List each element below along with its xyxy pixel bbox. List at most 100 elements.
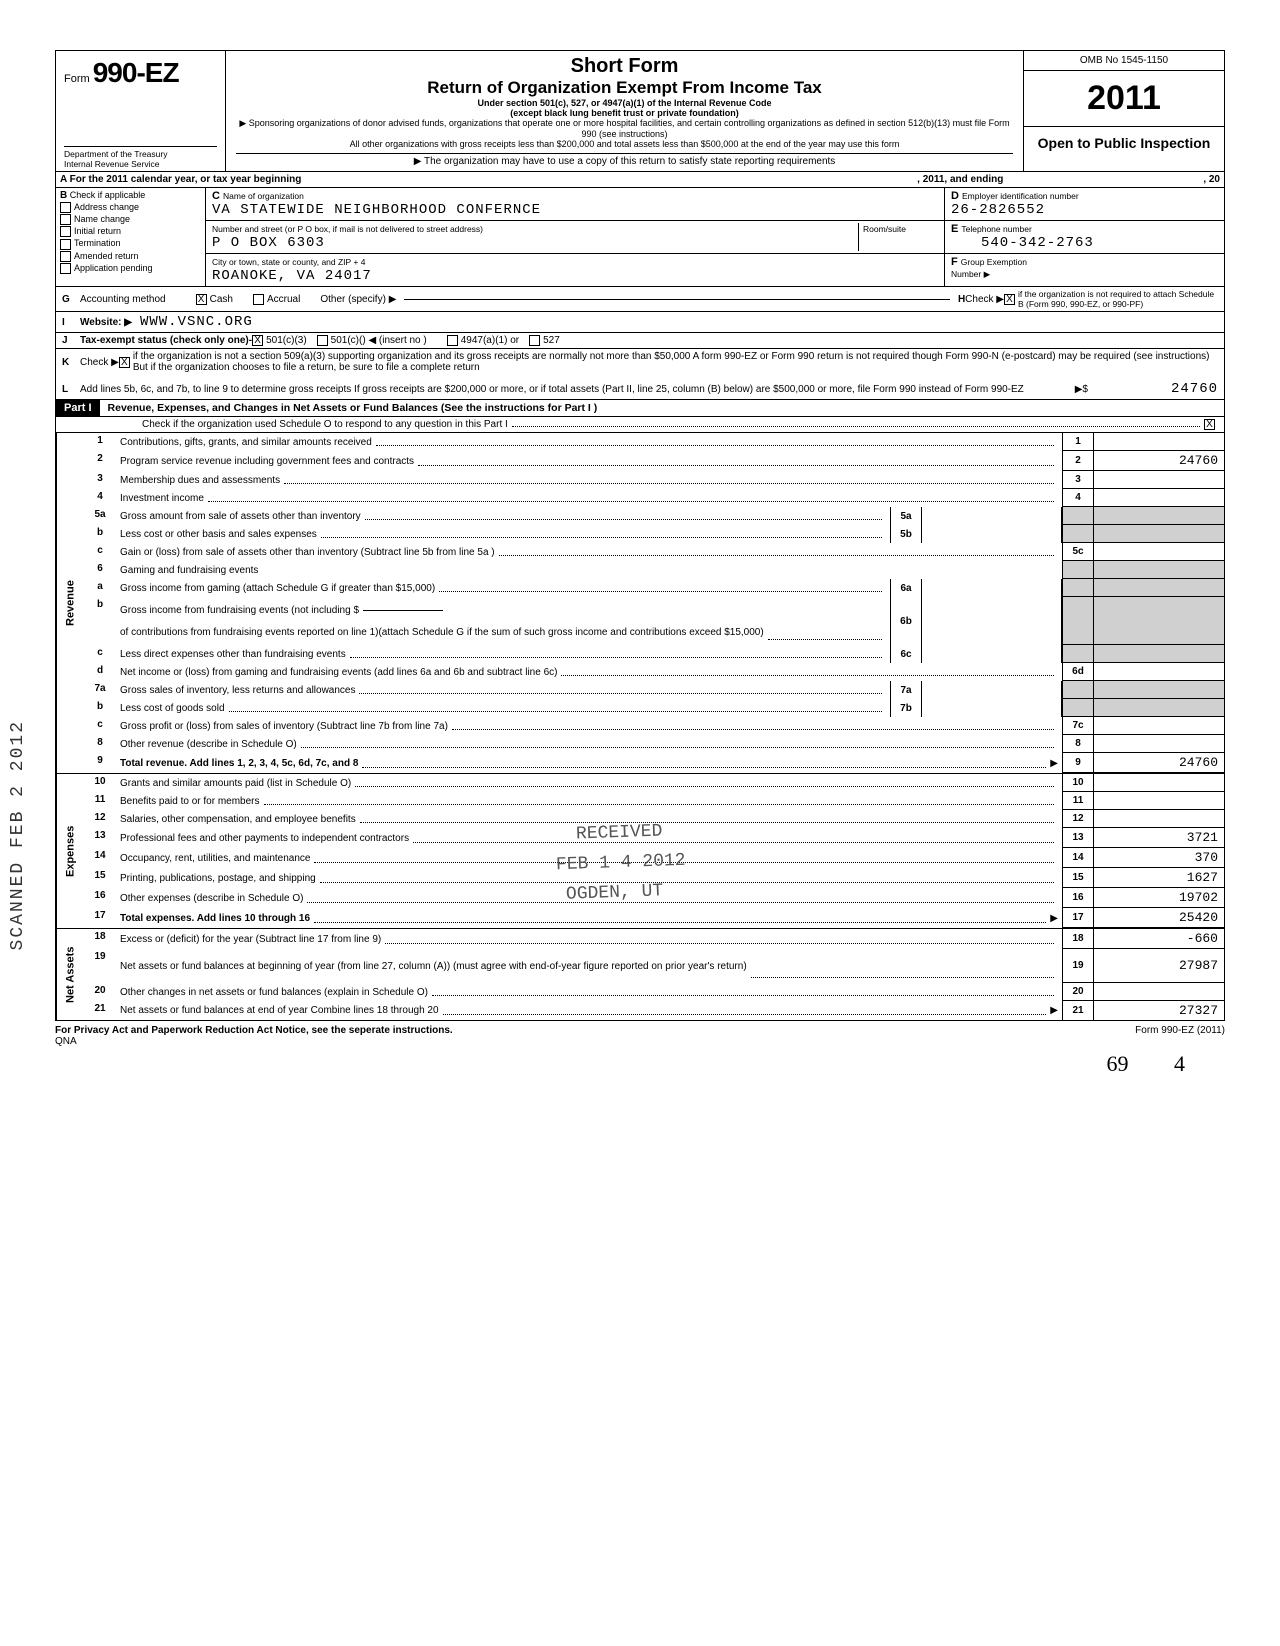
row-21: 21 Net assets or fund balances at end of… [84,1001,1224,1020]
subtitle-1: Under section 501(c), 527, or 4947(a)(1)… [236,98,1013,108]
footer-right: Form 990-EZ (2011) [1135,1025,1225,1047]
header-mid: Short Form Return of Organization Exempt… [226,51,1024,171]
line-j: J Tax-exempt status (check only one)- X … [55,333,1225,349]
b-check-if: Check if applicable [70,190,146,200]
g-other: Other (specify) ▶ [320,294,396,305]
i-label: I [62,317,80,328]
line-gh: G Accounting method X Cash Accrual Other… [55,287,1225,312]
expenses-label: Expenses [56,774,84,928]
row-6b: b Gross income from fundraising events (… [84,597,1224,645]
b-opt-2[interactable]: Initial return [60,226,201,237]
h-after: if the organization is not required to a… [1018,289,1218,309]
title-short-form: Short Form [236,55,1013,78]
l-desc: Add lines 5b, 6c, and 7b, to line 9 to d… [80,384,1075,395]
j-527-checkbox[interactable] [529,335,540,346]
b-opt-3[interactable]: Termination [60,238,201,249]
j-527: 527 [543,335,560,346]
grp-num: Number ▶ [951,269,990,279]
g-text: Accounting method [80,294,166,305]
block-bcdef: B Check if applicable Address change Nam… [55,188,1225,287]
row-9: 9 Total revenue. Add lines 1, 2, 3, 4, 5… [84,753,1224,773]
dept-line1: Department of the Treasury [64,149,217,159]
row-1: 1 Contributions, gifts, grants, and simi… [84,433,1224,451]
g-accrual: Accrual [267,294,300,305]
part1-label: Part I [56,400,100,416]
j-4947-checkbox[interactable] [447,335,458,346]
g-cash: Cash [210,294,233,305]
part1-title: Revenue, Expenses, and Changes in Net As… [100,400,1224,416]
i-text: Website: ▶ [80,317,132,328]
line-i: I Website: ▶ WWW.VSNC.ORG [55,312,1225,333]
l-label: L [62,384,80,395]
j-text: Tax-exempt status (check only one)- [80,335,252,346]
form-header: Form 990-EZ Department of the Treasury I… [55,50,1225,172]
line-k: K Check ▶ X if the organization is not a… [55,349,1225,379]
k-text: Check ▶ [80,357,119,368]
c-label: C [212,190,220,202]
line-a-suffix: , 20 [1203,174,1220,185]
row-10: 10 Grants and similar amounts paid (list… [84,774,1224,792]
h-checkbox[interactable]: X [1004,294,1015,305]
b-opt-4[interactable]: Amended return [60,251,201,262]
page-number: 69 4 [55,1051,1225,1077]
row-5b: b Less cost or other basis and sales exp… [84,525,1224,543]
part1-checkbox[interactable]: X [1204,419,1215,430]
row-6: 6 Gaming and fundraising events [84,561,1224,579]
k-label: K [62,357,80,368]
netassets-label: Net Assets [56,929,84,1020]
accrual-checkbox[interactable] [253,294,264,305]
dept-block: Department of the Treasury Internal Reve… [64,146,217,169]
row-20: 20 Other changes in net assets or fund b… [84,983,1224,1001]
row-7a: 7a Gross sales of inventory, less return… [84,681,1224,699]
revenue-label: Revenue [56,433,84,773]
city-label: City or town, state or county, and ZIP +… [212,257,365,267]
room-label: Room/suite [863,224,906,234]
tel-label: Telephone number [961,224,1031,234]
row-2: 2 Program service revenue including gove… [84,451,1224,471]
subtitle-4: All other organizations with gross recei… [236,139,1013,149]
e-label: E [951,223,958,235]
j-4947: 4947(a)(1) or [461,335,519,346]
j-501c3: 501(c)(3) [266,335,307,346]
col-b: B Check if applicable Address change Nam… [56,188,206,286]
footer-left: For Privacy Act and Paperwork Reduction … [55,1025,453,1036]
subtitle-2: (except black lung benefit trust or priv… [236,108,1013,118]
row-6d: d Net income or (loss) from gaming and f… [84,663,1224,681]
j-insert: ) ◀ (insert no ) [362,335,426,346]
cash-checkbox[interactable]: X [196,294,207,305]
row-5a: 5a Gross amount from sale of assets othe… [84,507,1224,525]
row-18: 18 Excess or (deficit) for the year (Sub… [84,929,1224,949]
ein-label: Employer identification number [962,191,1079,201]
g-label: G [62,294,80,305]
part1-check-text: Check if the organization used Schedule … [142,419,508,430]
form-number: 990-EZ [93,57,179,88]
b-label: B [60,190,67,201]
b-opt-5[interactable]: Application pending [60,263,201,274]
part1-header: Part I Revenue, Expenses, and Changes in… [55,400,1225,417]
row-6c: c Less direct expenses other than fundra… [84,645,1224,663]
b-opt-1[interactable]: Name change [60,214,201,225]
j-label: J [62,335,80,346]
j-501c3-checkbox[interactable]: X [252,335,263,346]
row-11: 11 Benefits paid to or for members 11 [84,792,1224,810]
side-scan-stamp: SCANNED FEB 2 2012 [8,720,28,950]
col-c: C Name of organization VA STATEWIDE NEIG… [206,188,944,286]
f-label: F [951,256,958,268]
l-arrow: ▶$ [1075,384,1088,395]
b-opt-0[interactable]: Address change [60,202,201,213]
line-a: A For the 2011 calendar year, or tax yea… [55,172,1225,188]
row-13: 13 Professional fees and other payments … [84,828,1224,848]
j-501c-checkbox[interactable] [317,335,328,346]
h-label: H [958,294,965,305]
d-label: D [951,190,959,202]
col-def: D Employer identification number 26-2826… [944,188,1224,286]
row-19: 19 Net assets or fund balances at beginn… [84,949,1224,983]
line-a-mid: , 2011, and ending [917,174,1003,185]
city-val: ROANOKE, VA 24017 [212,268,372,284]
ein-val: 26-2826552 [951,202,1045,218]
row-4: 4 Investment income 4 [84,489,1224,507]
k-checkbox[interactable]: X [119,357,130,368]
part1-check-row: Check if the organization used Schedule … [55,417,1225,433]
grp-label: Group Exemption [961,257,1027,267]
row-6a: a Gross income from gaming (attach Sched… [84,579,1224,597]
